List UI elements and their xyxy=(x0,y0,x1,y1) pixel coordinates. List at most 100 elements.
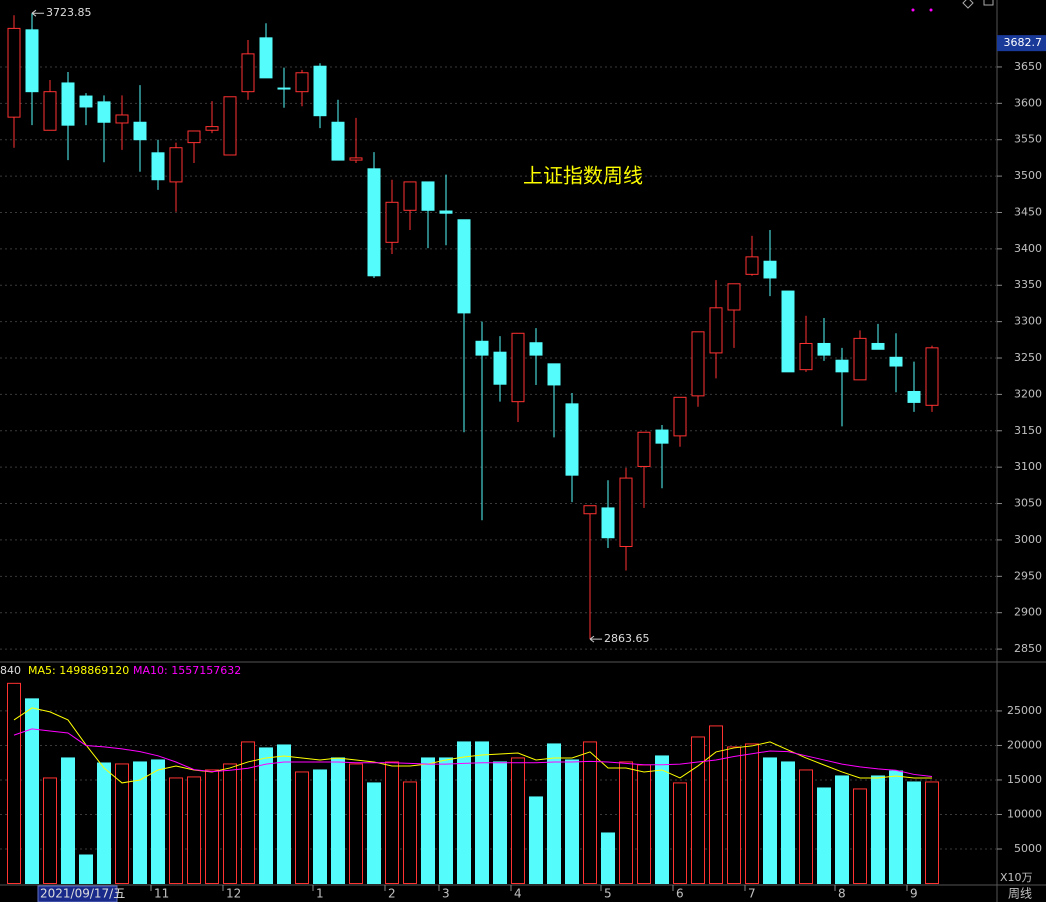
x-tick-label: 4 xyxy=(514,887,522,901)
candle-body xyxy=(835,359,849,373)
ma-line xyxy=(13,728,933,778)
x-tick-label: 1 xyxy=(316,887,324,901)
period-label: 周线 xyxy=(1008,887,1032,901)
icon-diamond[interactable] xyxy=(962,0,974,9)
annotation-label: 3723.85 xyxy=(46,6,92,19)
candle-body xyxy=(673,396,687,437)
volume-bar xyxy=(367,782,381,885)
volume-bar xyxy=(403,781,417,884)
candle-body xyxy=(745,256,759,275)
candle-body xyxy=(25,29,39,93)
candle-body xyxy=(313,65,327,117)
volume-bar xyxy=(457,741,471,884)
ma-line xyxy=(13,707,932,784)
volume-bar xyxy=(727,746,741,885)
candle-body xyxy=(511,332,525,403)
candle-body xyxy=(277,87,291,90)
x-tick-label: 7 xyxy=(748,887,756,901)
candle-body xyxy=(475,340,489,356)
candle-body xyxy=(115,114,129,124)
volume-bar xyxy=(871,775,885,884)
annotation-arrow xyxy=(589,635,602,643)
volume-bar xyxy=(691,736,705,884)
y-tick-label: 3500 xyxy=(1014,169,1042,182)
volume-bar xyxy=(97,762,111,884)
y-tick-label: 2900 xyxy=(1014,606,1042,619)
y-tick-label: 25000 xyxy=(1007,704,1042,717)
volume-bar xyxy=(385,761,399,885)
volume-bar xyxy=(817,787,831,884)
volume-bar xyxy=(907,781,921,884)
candle-body xyxy=(637,431,651,467)
volume-bar xyxy=(169,777,183,884)
candle-body xyxy=(385,201,399,243)
x-tick-label: 5 xyxy=(604,887,612,901)
volume-bar xyxy=(349,763,363,884)
y-tick-label: 3100 xyxy=(1014,460,1042,473)
volume-bar xyxy=(925,781,939,884)
volume-bar xyxy=(115,763,129,884)
y-tick-label: 3350 xyxy=(1014,278,1042,291)
volume-bar xyxy=(223,763,237,884)
candle-body xyxy=(889,356,903,367)
price-marker-box xyxy=(997,35,1046,52)
volume-bar xyxy=(133,761,147,885)
volume-bar xyxy=(295,771,309,884)
icon-dot xyxy=(929,8,933,12)
y-tick-label: 3050 xyxy=(1014,497,1042,510)
candle-body xyxy=(655,429,669,444)
volume-bar xyxy=(277,744,291,884)
volume-bar xyxy=(7,682,21,884)
candle-body xyxy=(817,342,831,356)
volume-bar xyxy=(835,775,849,884)
volume-bar xyxy=(187,776,201,885)
volume-bar xyxy=(781,761,795,885)
candle-body xyxy=(493,351,507,385)
y-tick-label: 15000 xyxy=(1007,773,1042,786)
legend-entry: MA5: 1498869120 xyxy=(28,664,129,677)
icon-box[interactable] xyxy=(983,0,994,6)
candle-body xyxy=(457,219,471,314)
candle-body xyxy=(691,331,705,397)
candle-body xyxy=(565,403,579,476)
volume-bar xyxy=(637,764,651,885)
volume-bar xyxy=(709,725,723,885)
y-tick-label: 3250 xyxy=(1014,351,1042,364)
candle-body xyxy=(529,342,543,356)
y-tick-label: 2850 xyxy=(1014,642,1042,655)
x-tick-label: 3 xyxy=(442,887,450,901)
y-tick-label: 5000 xyxy=(1014,842,1042,855)
volume-bar xyxy=(331,757,345,884)
x-tick-label: 6 xyxy=(676,887,684,901)
volume-bar xyxy=(619,761,633,885)
y-tick-label: 2950 xyxy=(1014,569,1042,582)
candle-body xyxy=(367,168,381,277)
y-tick-label: 3650 xyxy=(1014,60,1042,73)
price-marker-label: 3682.7 xyxy=(1004,36,1043,49)
x-tick-label: 2 xyxy=(388,887,396,901)
candle-body xyxy=(853,337,867,381)
candle-body xyxy=(133,121,147,141)
candle-body xyxy=(871,342,885,350)
volume-bar xyxy=(565,759,579,884)
volume-bar xyxy=(745,743,759,885)
candle-body xyxy=(601,507,615,539)
candle-body xyxy=(205,126,219,131)
volume-bar xyxy=(799,769,813,884)
volume-bar xyxy=(475,741,489,884)
candle-body xyxy=(421,181,435,211)
volume-bar xyxy=(79,854,93,885)
candle-body xyxy=(187,130,201,144)
volume-unit: X10万 xyxy=(1000,871,1033,884)
candle-body xyxy=(349,157,363,161)
candle-body xyxy=(583,505,597,515)
candle-body xyxy=(259,37,273,79)
candle-body xyxy=(295,72,309,93)
volume-bar xyxy=(889,770,903,885)
volume-bar xyxy=(547,743,561,885)
volume-header: 840 xyxy=(0,664,21,677)
x-tick-label: 11 xyxy=(154,887,169,901)
candle-body xyxy=(439,210,453,214)
candle-body xyxy=(331,121,345,161)
